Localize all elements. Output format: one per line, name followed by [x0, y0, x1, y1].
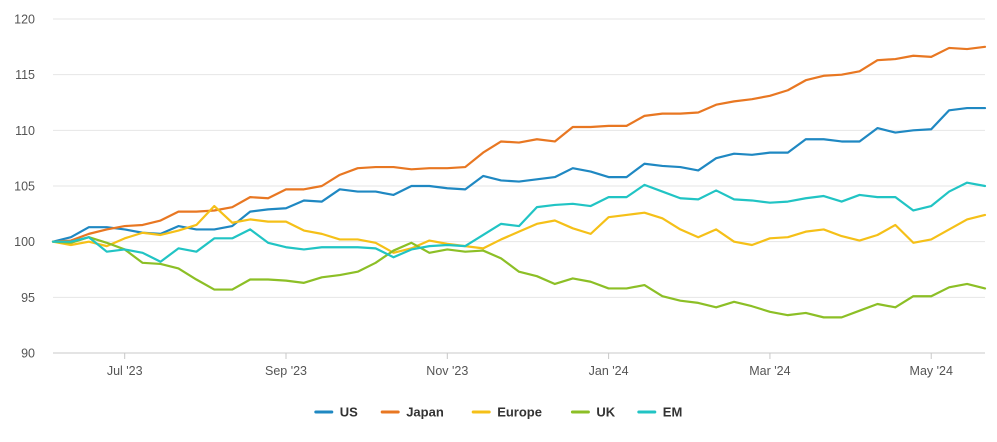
- x-tick-label: Sep '23: [265, 364, 307, 378]
- legend-label: UK: [596, 405, 615, 420]
- y-tick-label: 100: [14, 235, 35, 249]
- legend-item-japan[interactable]: Japan: [380, 405, 444, 420]
- y-tick-label: 95: [21, 291, 35, 305]
- legend[interactable]: US Japan Europe UK EM: [314, 405, 683, 420]
- legend-label: Japan: [406, 405, 444, 420]
- series-line-europe: [51, 204, 987, 254]
- series-line-japan: [51, 45, 987, 243]
- x-tick-label: Mar '24: [749, 364, 790, 378]
- y-tick-label: 105: [14, 180, 35, 194]
- legend-item-uk[interactable]: UK: [570, 405, 616, 420]
- series-lines: [51, 45, 987, 319]
- x-axis: Jul '23 Sep '23 Nov '23 Jan '24 Mar '24 May '…: [53, 352, 985, 378]
- y-tick-label: 120: [14, 13, 35, 27]
- y-tick-label: 90: [21, 347, 35, 361]
- y-tick-label: 110: [15, 124, 35, 138]
- y-axis: 90 95 100 105 110 115 120: [14, 13, 35, 361]
- y-tick-label: 115: [15, 68, 35, 82]
- legend-item-em[interactable]: EM: [637, 405, 683, 420]
- series-line-us: [51, 106, 987, 243]
- x-tick-label: Jan '24: [589, 364, 629, 378]
- x-tick-label: May '24: [910, 364, 953, 378]
- legend-item-europe[interactable]: Europe: [471, 405, 542, 420]
- legend-item-us[interactable]: US: [314, 405, 358, 420]
- legend-label: Europe: [497, 405, 542, 420]
- legend-label: EM: [663, 405, 683, 420]
- legend-label: US: [340, 405, 358, 420]
- x-tick-label: Jul '23: [107, 364, 143, 378]
- series-line-uk: [51, 236, 987, 319]
- x-tick-label: Nov '23: [426, 364, 468, 378]
- series-line-em: [51, 181, 987, 263]
- gridlines: [53, 18, 985, 354]
